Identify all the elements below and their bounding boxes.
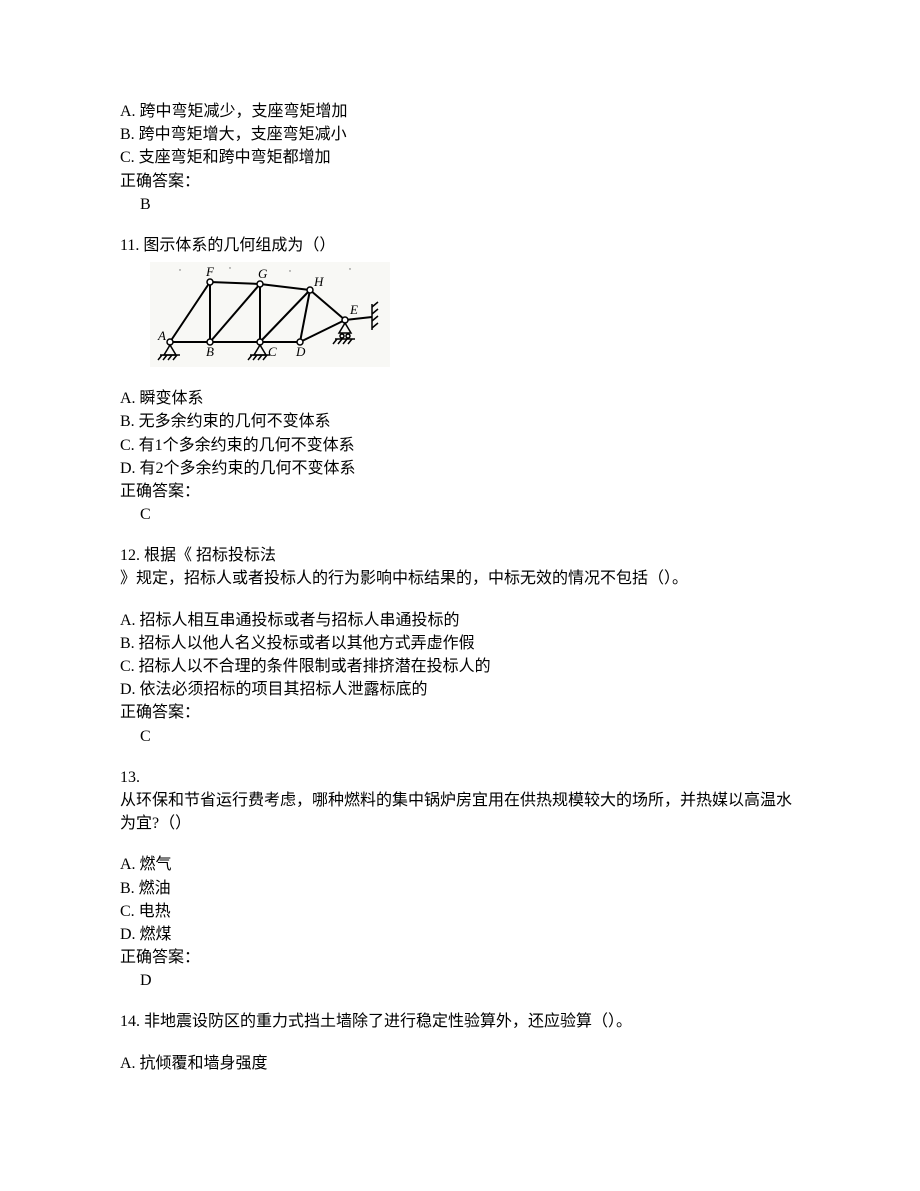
option-a: A. 跨中弯矩减少，支座弯矩增加 bbox=[120, 100, 800, 123]
option-c: C. 电热 bbox=[120, 900, 800, 923]
question-13: 13. 从环保和节省运行费考虑，哪种燃料的集中锅炉房宜用在供热规模较大的场所，并… bbox=[120, 766, 800, 993]
question-11: 11. 图示体系的几何组成为（） bbox=[120, 234, 800, 526]
svg-text:E: E bbox=[349, 302, 358, 317]
option-a: A. 瞬变体系 bbox=[120, 387, 800, 410]
answer-value: C bbox=[140, 725, 800, 748]
truss-diagram: A B C D E F G H bbox=[150, 262, 800, 377]
svg-text:B: B bbox=[206, 344, 214, 359]
question-stem-line1: 12. 根据《 招标投标法 bbox=[120, 544, 800, 567]
option-a: A. 抗倾覆和墙身强度 bbox=[120, 1052, 800, 1075]
svg-text:G: G bbox=[258, 266, 268, 281]
option-b: B. 无多余约束的几何不变体系 bbox=[120, 410, 800, 433]
answer-label: 正确答案： bbox=[120, 170, 800, 193]
question-stem: 11. 图示体系的几何组成为（） bbox=[120, 234, 800, 257]
option-c: C. 招标人以不合理的条件限制或者排挤潜在投标人的 bbox=[120, 655, 800, 678]
answer-label: 正确答案： bbox=[120, 701, 800, 724]
option-a: A. 燃气 bbox=[120, 853, 800, 876]
answer-label: 正确答案： bbox=[120, 480, 800, 503]
svg-text:A: A bbox=[157, 328, 166, 343]
question-12: 12. 根据《 招标投标法 》规定，招标人或者投标人的行为影响中标结果的，中标无… bbox=[120, 544, 800, 748]
question-stem: 14. 非地震设防区的重力式挡土墙除了进行稳定性验算外，还应验算（）。 bbox=[120, 1010, 800, 1033]
option-c: C. 有1个多余约束的几何不变体系 bbox=[120, 434, 800, 457]
option-b: B. 招标人以他人名义投标或者以其他方式弄虚作假 bbox=[120, 632, 800, 655]
answer-value: D bbox=[140, 969, 800, 992]
option-d: D. 燃煤 bbox=[120, 923, 800, 946]
question-stem-line1: 13. bbox=[120, 766, 800, 789]
option-c: C. 支座弯矩和跨中弯矩都增加 bbox=[120, 146, 800, 169]
svg-text:C: C bbox=[268, 344, 277, 359]
option-b: B. 跨中弯矩增大，支座弯矩减小 bbox=[120, 123, 800, 146]
question-14: 14. 非地震设防区的重力式挡土墙除了进行稳定性验算外，还应验算（）。 A. 抗… bbox=[120, 1010, 800, 1074]
question-stem-line2: 》规定，招标人或者投标人的行为影响中标结果的，中标无效的情况不包括（）。 bbox=[120, 567, 800, 590]
option-a: A. 招标人相互串通投标或者与招标人串通投标的 bbox=[120, 609, 800, 632]
option-d: D. 依法必须招标的项目其招标人泄露标底的 bbox=[120, 678, 800, 701]
svg-text:F: F bbox=[205, 264, 215, 279]
question-stem-line2: 从环保和节省运行费考虑，哪种燃料的集中锅炉房宜用在供热规模较大的场所，并热媒以高… bbox=[120, 789, 800, 835]
answer-label: 正确答案： bbox=[120, 946, 800, 969]
option-d: D. 有2个多余约束的几何不变体系 bbox=[120, 457, 800, 480]
question-10-partial: A. 跨中弯矩减少，支座弯矩增加 B. 跨中弯矩增大，支座弯矩减小 C. 支座弯… bbox=[120, 100, 800, 216]
svg-text:H: H bbox=[313, 274, 324, 289]
answer-value: B bbox=[140, 193, 800, 216]
option-b: B. 燃油 bbox=[120, 877, 800, 900]
answer-value: C bbox=[140, 503, 800, 526]
svg-text:D: D bbox=[295, 344, 306, 359]
